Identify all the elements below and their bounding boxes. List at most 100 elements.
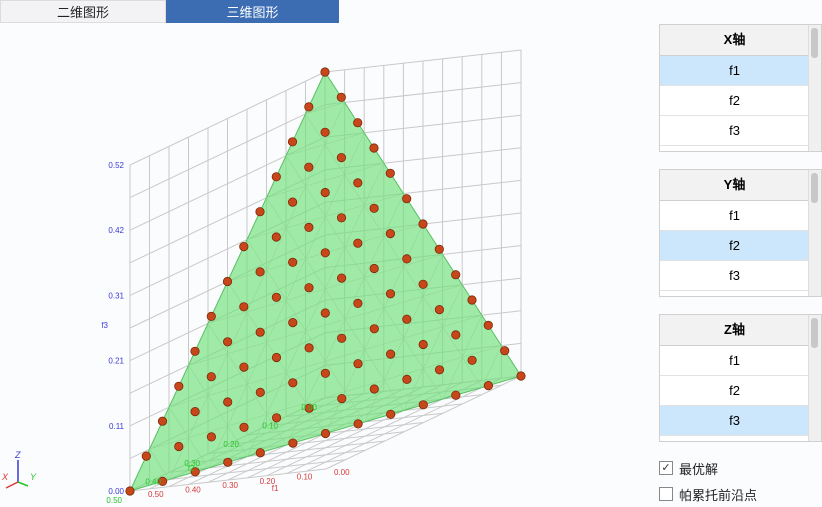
- pareto-3d-chart[interactable]: 0.00 0.11 0.21 0.31 0.42 0.52 0.00 0.10 0.20 0.30…: [0, 24, 650, 507]
- z-axis-option-f3[interactable]: f3: [660, 406, 809, 436]
- pareto-point: [418, 400, 428, 410]
- pareto-point: [190, 346, 200, 356]
- z-tick-label: 0.21: [108, 357, 124, 366]
- pareto-point: [402, 194, 412, 204]
- z-tick-label: 0.00: [108, 487, 124, 496]
- pareto-point: [304, 403, 314, 413]
- x-axis-option-f2[interactable]: f2: [660, 86, 809, 116]
- y-axis-title: f2: [188, 464, 195, 473]
- pareto-point: [320, 187, 330, 198]
- y-axis-scrollbar[interactable]: [808, 170, 821, 296]
- pareto-point: [255, 448, 265, 458]
- z-axis-option-f2[interactable]: f2: [660, 376, 809, 406]
- surface-mesh-line: [246, 193, 404, 240]
- pareto-point: [125, 486, 135, 496]
- pareto-point: [288, 438, 298, 448]
- z-axis-title: f3: [101, 321, 108, 330]
- x-axis-panel: X轴 f1 f2 f3: [659, 24, 822, 152]
- optimal-solution-checkbox[interactable]: ✓ 最优解: [659, 459, 718, 477]
- z-axis-scrollbar[interactable]: [808, 315, 821, 441]
- pareto-point: [336, 273, 347, 283]
- y-axis-option-f1[interactable]: f1: [660, 201, 809, 231]
- surface-mesh-line: [305, 113, 483, 388]
- z-tick-label: 0.11: [109, 422, 125, 431]
- pareto-point: [418, 219, 428, 229]
- z-axis-option-f1[interactable]: f1: [660, 346, 809, 376]
- pareto-point: [385, 229, 395, 239]
- surface-mesh-line: [188, 365, 248, 457]
- z-tick-label: 0.42: [108, 226, 124, 235]
- pareto-point: [353, 419, 363, 429]
- view-tabs: 二维图形 三维图形: [0, 0, 340, 24]
- y-tick-label: 0.30: [184, 459, 200, 468]
- pareto-point: [288, 378, 298, 388]
- pareto-point: [353, 238, 363, 248]
- pareto-point: [353, 359, 363, 369]
- y-axis-option-f3[interactable]: f3: [660, 261, 809, 291]
- pareto-point: [271, 352, 282, 363]
- orientation-z-label: Z: [14, 450, 21, 460]
- pareto-point: [304, 102, 314, 112]
- y-tick-label: 0.50: [106, 496, 122, 505]
- grid-line: [129, 104, 326, 199]
- pareto-point: [320, 368, 330, 378]
- pareto-point: [369, 143, 379, 153]
- pareto-point: [255, 207, 265, 217]
- grid-line: [129, 71, 326, 166]
- x-axis-option-f1[interactable]: f1: [660, 56, 809, 86]
- y-tick-label: 0.00: [301, 403, 317, 412]
- pareto-point: [239, 422, 249, 432]
- pareto-point: [157, 416, 168, 426]
- surface-mesh-line: [442, 315, 483, 400]
- pareto-point: [287, 197, 298, 207]
- surface-mesh-line: [149, 345, 502, 450]
- pareto-point: [483, 320, 493, 330]
- pareto-point: [287, 137, 298, 147]
- pareto-point: [222, 276, 233, 287]
- pareto-point: [483, 380, 493, 391]
- pareto-point: [402, 314, 412, 324]
- orientation-x-label: X: [1, 472, 9, 482]
- pareto-point: [223, 397, 233, 407]
- pareto-point: [239, 242, 249, 252]
- x-tick-label: 0.50: [148, 490, 164, 499]
- pareto-point: [304, 162, 314, 172]
- pareto-point: [336, 213, 347, 223]
- pareto-point: [467, 355, 477, 365]
- surface-mesh-line: [247, 163, 385, 457]
- pareto-point: [174, 381, 184, 391]
- surface-mesh-line: [403, 284, 463, 411]
- pareto-point: [255, 267, 265, 277]
- pareto-point: [337, 393, 347, 404]
- pareto-point: [255, 327, 265, 337]
- x-axis-option-f3[interactable]: f3: [660, 116, 809, 146]
- tab-2d[interactable]: 二维图形: [0, 0, 166, 23]
- pareto-point: [320, 127, 330, 137]
- pareto-point: [386, 409, 396, 419]
- pareto-point: [271, 232, 281, 242]
- pareto-front-checkbox[interactable]: 帕累托前沿点: [659, 485, 757, 503]
- y-axis-header: Y轴: [660, 170, 809, 201]
- pareto-point: [271, 172, 281, 182]
- pareto-point: [451, 330, 461, 340]
- z-tick-label: 0.52: [108, 161, 124, 170]
- surface-mesh-line: [364, 254, 443, 423]
- x-axis-scrollbar[interactable]: [808, 25, 821, 151]
- pareto-point: [467, 295, 477, 305]
- pareto-point: [451, 390, 461, 400]
- z-axis-panel: Z轴 f1 f2 f3: [659, 314, 822, 442]
- pareto-point: [271, 413, 282, 423]
- pareto-point: [418, 339, 428, 350]
- pareto-point: [337, 333, 347, 343]
- y-axis-option-f2[interactable]: f2: [660, 231, 809, 261]
- surface-mesh-line: [188, 284, 463, 366]
- surface-mesh-line: [266, 162, 384, 198]
- pareto-point: [418, 279, 428, 289]
- pareto-point: [353, 178, 363, 188]
- pareto-point: [402, 254, 412, 264]
- tab-3d[interactable]: 三维图形: [166, 0, 339, 23]
- orientation-x-axis-icon: [5, 481, 19, 489]
- pareto-point: [304, 283, 314, 293]
- pareto-point: [385, 289, 396, 299]
- x-tick-label: 0.40: [185, 486, 201, 495]
